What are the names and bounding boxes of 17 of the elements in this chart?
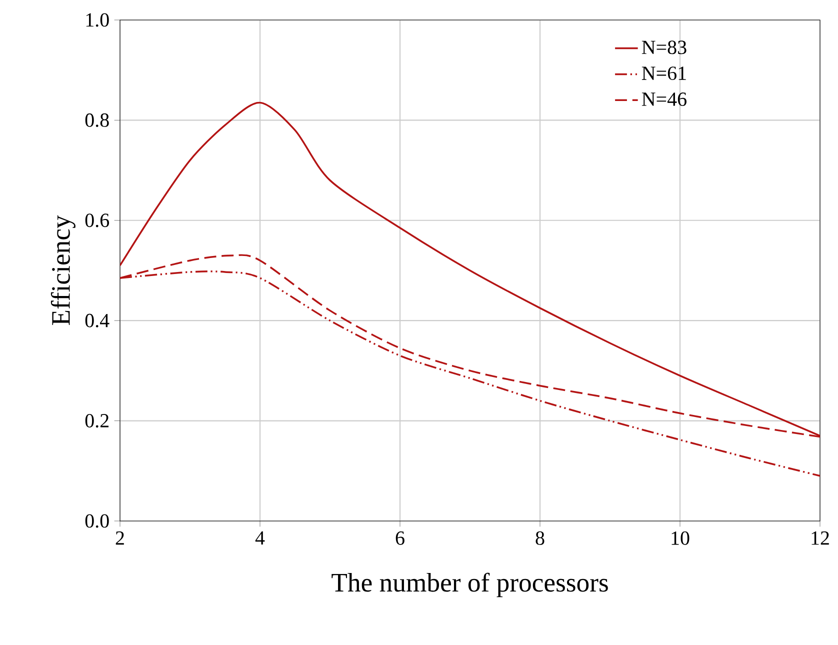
y-tick-label: 1.0 — [86, 13, 109, 27]
y-tick-label: 0.6 — [85, 214, 110, 228]
x-tick-label: 4 — [255, 531, 265, 545]
x-tick-label: 6 — [396, 531, 404, 545]
y-tick-label: 0.8 — [85, 113, 109, 127]
y-axis-title: Efficiency — [50, 215, 76, 325]
x-tick-label: 8 — [536, 531, 544, 545]
x-tick-label: 2 — [116, 531, 124, 545]
legend-label: N=46 — [642, 92, 686, 106]
y-tick-label: 0.4 — [85, 314, 110, 328]
y-tick-label: 0.2 — [85, 414, 108, 428]
legend-label: N=61 — [642, 66, 686, 80]
x-axis-title: The number of processors — [332, 572, 608, 598]
x-tick-label: 12 — [812, 531, 829, 545]
legend-label: N=83 — [642, 40, 686, 54]
y-tick-label: 0.0 — [85, 514, 109, 528]
x-tick-label: 10 — [672, 531, 690, 545]
